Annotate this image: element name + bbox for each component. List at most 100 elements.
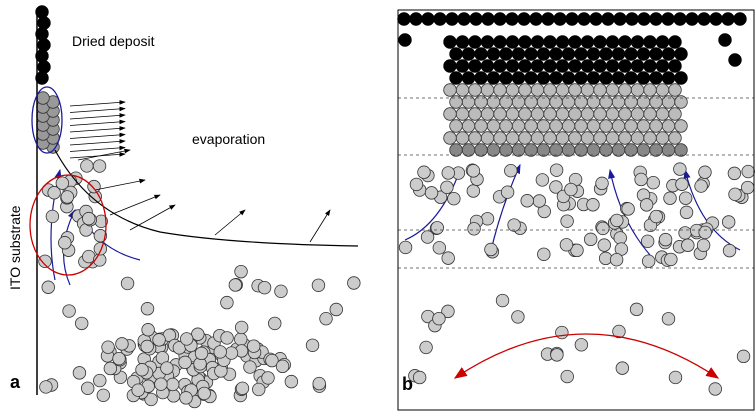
particle bbox=[614, 232, 627, 245]
black-particle bbox=[481, 36, 494, 49]
particle bbox=[594, 132, 607, 145]
particle bbox=[642, 255, 655, 268]
particle bbox=[132, 384, 145, 397]
particle bbox=[234, 333, 247, 346]
black-particle bbox=[500, 72, 513, 85]
black-particle bbox=[587, 48, 600, 61]
particle bbox=[93, 374, 106, 387]
particle bbox=[40, 381, 53, 394]
particle bbox=[664, 192, 677, 205]
black-particle bbox=[556, 60, 569, 73]
particle bbox=[600, 96, 613, 109]
particle bbox=[81, 382, 94, 395]
black-particle bbox=[644, 36, 657, 49]
particle bbox=[637, 96, 650, 109]
particle bbox=[469, 132, 482, 145]
particle bbox=[556, 132, 569, 145]
particle bbox=[594, 84, 607, 97]
particle bbox=[741, 181, 754, 194]
particle bbox=[722, 216, 735, 229]
particle bbox=[550, 96, 563, 109]
particle bbox=[525, 144, 538, 157]
black-particle bbox=[519, 60, 532, 73]
particle bbox=[244, 361, 257, 374]
particle bbox=[94, 243, 107, 256]
black-particle bbox=[575, 48, 588, 61]
particle bbox=[656, 108, 669, 121]
particle bbox=[675, 96, 688, 109]
black-particle bbox=[469, 36, 482, 49]
particle bbox=[675, 144, 688, 157]
particle bbox=[153, 334, 166, 347]
particle bbox=[485, 243, 498, 256]
particle bbox=[662, 96, 675, 109]
particle bbox=[235, 321, 248, 334]
particle bbox=[665, 253, 678, 266]
particle bbox=[121, 277, 134, 290]
substrate-label: ITO substrate bbox=[7, 205, 23, 290]
particle bbox=[494, 84, 507, 97]
particle bbox=[421, 231, 434, 244]
particle bbox=[656, 84, 669, 97]
particle bbox=[569, 84, 582, 97]
particle bbox=[561, 215, 574, 228]
particle bbox=[63, 305, 76, 318]
black-particle bbox=[637, 48, 650, 61]
particle bbox=[622, 203, 635, 216]
black-particle bbox=[710, 13, 723, 26]
black-particle bbox=[494, 36, 507, 49]
particle bbox=[487, 120, 500, 133]
particle bbox=[42, 281, 55, 294]
particle bbox=[682, 239, 695, 252]
black-particle bbox=[650, 48, 663, 61]
black-particle bbox=[556, 36, 569, 49]
particle bbox=[469, 108, 482, 121]
particle bbox=[348, 277, 361, 290]
particle bbox=[81, 160, 94, 173]
particle bbox=[444, 84, 457, 97]
particle bbox=[575, 96, 588, 109]
particle bbox=[456, 84, 469, 97]
black-particle bbox=[729, 54, 742, 67]
particle bbox=[669, 84, 682, 97]
particle bbox=[467, 185, 480, 198]
particle bbox=[161, 362, 174, 375]
particle bbox=[612, 120, 625, 133]
particle bbox=[56, 177, 69, 190]
particle bbox=[625, 96, 638, 109]
particle bbox=[229, 279, 242, 292]
particle bbox=[512, 120, 525, 133]
particle bbox=[330, 303, 343, 316]
black-particle bbox=[38, 39, 51, 52]
flow-arrow bbox=[490, 165, 520, 255]
arrow bbox=[95, 180, 145, 190]
black-particle bbox=[542, 13, 555, 26]
particle bbox=[258, 281, 271, 294]
particle bbox=[606, 108, 619, 121]
black-particle bbox=[500, 48, 513, 61]
evaporation-label: evaporation bbox=[192, 131, 265, 147]
particle bbox=[82, 212, 95, 225]
particle bbox=[598, 239, 611, 252]
black-particle bbox=[669, 60, 682, 73]
particle bbox=[587, 144, 600, 157]
particle bbox=[551, 349, 564, 362]
black-particle bbox=[631, 60, 644, 73]
black-particle bbox=[669, 36, 682, 49]
particle bbox=[500, 96, 513, 109]
particle bbox=[637, 120, 650, 133]
black-particle bbox=[587, 72, 600, 85]
particle bbox=[536, 174, 549, 187]
black-particle bbox=[550, 72, 563, 85]
black-particle bbox=[512, 72, 525, 85]
particle bbox=[581, 108, 594, 121]
black-particle bbox=[550, 48, 563, 61]
particle bbox=[737, 350, 750, 363]
black-particle bbox=[675, 48, 688, 61]
particle bbox=[456, 132, 469, 145]
black-particle bbox=[434, 13, 447, 26]
particle bbox=[519, 84, 532, 97]
particle bbox=[102, 341, 115, 354]
particle bbox=[647, 176, 660, 189]
particle bbox=[481, 108, 494, 121]
